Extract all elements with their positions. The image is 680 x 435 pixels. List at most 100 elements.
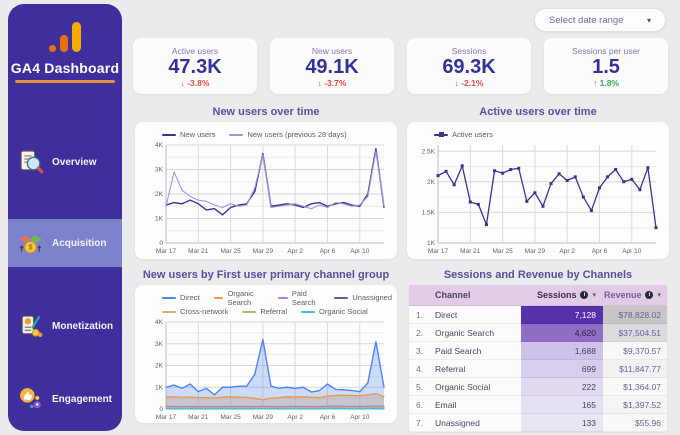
chart-title-active-users-over-time: Active users over time (479, 106, 597, 118)
legend-swatch (434, 132, 448, 137)
engagement-thumbs-up-icon (17, 386, 44, 413)
info-icon: i (645, 291, 654, 299)
channel-group-area-chart: 0 1K 2K 3K 4K Mar 17 Mar 21 Mar 25 Mar 29 Apr 2 Ap… (155, 319, 385, 421)
kpi-row: Active users 47.3K ↓ -3.8% New users 49.1K ↓ … (133, 38, 668, 94)
new-users-line-chart: 0 1K 2K 3K 4K Mar 17 Mar 21 Mar 25 Mar 29 Apr 2 Ap… (155, 142, 385, 255)
svg-text:Mar 17: Mar 17 (156, 414, 177, 421)
legend-label: Active users (452, 130, 493, 139)
row-sessions: 7,128 (521, 306, 603, 324)
svg-text:Mar 21: Mar 21 (188, 414, 209, 421)
row-rank: 6. (409, 396, 435, 414)
chart-panel-active-users: Active users 1K 1.5K 2K 2.5K Mar 17 Mar 21 Mar… (407, 122, 669, 259)
legend-swatch (334, 296, 349, 299)
svg-text:2.5K: 2.5K (422, 148, 436, 155)
svg-text:1K: 1K (427, 240, 436, 247)
date-range-label: Select date range (549, 14, 624, 26)
row-channel: Direct (435, 306, 521, 324)
legend-label: New users (previous 28 days) (247, 130, 347, 139)
legend-item-direct: Direct (162, 293, 200, 302)
svg-text:Mar 21: Mar 21 (460, 248, 481, 255)
kpi-delta: ↓ -3.8% (180, 78, 210, 88)
sidebar-item-acquisition[interactable]: $ Acquisition (8, 219, 122, 267)
row-channel: Unassigned (435, 414, 521, 432)
kpi-value: 47.3K (168, 56, 222, 78)
svg-text:Apr 10: Apr 10 (350, 248, 370, 255)
sidebar-item-engagement[interactable]: Engagement (8, 375, 122, 423)
legend-label: Cross-network (180, 307, 229, 316)
kpi-card-sessions: Sessions 69.3K ↓ -2.1% (407, 38, 531, 94)
row-revenue: $78,828.02 (603, 306, 667, 324)
sidebar-item-label: Monetization (52, 320, 114, 332)
dashboard-title: GA4 Dashboard (10, 60, 120, 76)
svg-text:Apr 2: Apr 2 (559, 248, 575, 255)
kpi-delta: ↑ 1.8% (593, 78, 619, 88)
logo-bar-tall (72, 22, 81, 52)
legend-label: Paid Search (291, 288, 316, 307)
legend-swatch (162, 310, 176, 313)
legend-item-cross-network: Cross-network (162, 307, 228, 316)
kpi-delta: ↓ -3.7% (317, 78, 347, 88)
table-header-sessions[interactable]: Sessions i ▾ (521, 285, 603, 306)
kpi-label: Sessions (451, 46, 487, 56)
row-rank: 3. (409, 342, 435, 360)
legend-label: New users (180, 130, 216, 139)
ga-analytics-logo-icon (8, 16, 122, 52)
row-sessions: 222 (521, 378, 603, 396)
svg-text:Apr 6: Apr 6 (320, 414, 336, 421)
table-header-channel: Channel (435, 285, 521, 306)
legend-swatch (229, 133, 244, 136)
kpi-label: New users (311, 46, 353, 56)
svg-text:2K: 2K (155, 191, 164, 198)
chart-title-new-users-by-channel: New users by First user primary channel … (142, 269, 390, 281)
svg-text:2K: 2K (427, 179, 436, 186)
table-header-revenue[interactable]: Revenue i ▾ (603, 285, 667, 306)
table-row-organic-social: 5. Organic Social 222 $1,364.07 (409, 378, 667, 396)
row-channel: Organic Social (435, 378, 521, 396)
legend-label: Direct (180, 293, 200, 302)
chart-legend: New users New users (previous 28 days) (140, 129, 392, 140)
legend-item-active-users: Active users (434, 130, 493, 139)
table-row-referral: 4. Referral 699 $11,847.77 (409, 360, 667, 378)
row-rank: 7. (409, 414, 435, 432)
svg-text:2K: 2K (155, 363, 164, 370)
sort-caret-icon[interactable]: ▾ (592, 292, 596, 299)
table-row-paid-search: 3. Paid Search 1,688 $9,370.57 (409, 342, 667, 360)
info-icon: i (580, 291, 589, 299)
svg-text:Mar 17: Mar 17 (156, 248, 177, 255)
legend-item-new-users: New users (162, 130, 215, 139)
svg-text:3K: 3K (155, 341, 164, 348)
kpi-card-active-users: Active users 47.3K ↓ -3.8% (133, 38, 257, 94)
row-sessions: 165 (521, 396, 603, 414)
kpi-card-sessions-per-user: Sessions per user 1.5 ↑ 1.8% (544, 38, 668, 94)
svg-text:Mar 17: Mar 17 (428, 248, 449, 255)
sidebar-item-label: Acquisition (52, 237, 107, 249)
svg-text:4K: 4K (155, 319, 164, 326)
logo-dot (49, 45, 56, 52)
sort-caret-icon[interactable]: ▾ (657, 292, 661, 299)
table-row-direct: 1. Direct 7,128 $78,828.02 (409, 306, 667, 324)
legend-item-new-users-previous-28-days-: New users (previous 28 days) (229, 130, 347, 139)
chart-title-new-users-over-time: New users over time (212, 106, 320, 118)
sessions-revenue-table: Channel Sessions i ▾ Revenue i ▾ 1. Direct 7,128 $… (409, 285, 667, 432)
kpi-label: Active users (171, 46, 219, 56)
chart-panel-channel-group: Direct Organic Search Paid Search Unassigne… (135, 285, 397, 423)
legend-item-organic-search: Organic Search (213, 289, 264, 307)
svg-text:$: $ (28, 242, 32, 251)
kpi-value: 69.3K (442, 56, 496, 78)
legend-swatch (278, 296, 288, 299)
kpi-value: 1.5 (592, 56, 620, 78)
date-range-selector[interactable]: Select date range ▾ (534, 8, 666, 32)
legend-item-paid-search: Paid Search (278, 289, 320, 307)
svg-text:Mar 25: Mar 25 (220, 248, 241, 255)
sidebar-item-overview[interactable]: Overview (8, 138, 122, 186)
sidebar-item-monetization[interactable]: Monetization (8, 302, 122, 350)
legend-swatch (301, 310, 316, 313)
svg-text:Apr 10: Apr 10 (622, 248, 642, 255)
svg-text:Mar 25: Mar 25 (492, 248, 513, 255)
svg-text:Apr 6: Apr 6 (592, 248, 608, 255)
svg-text:Mar 29: Mar 29 (253, 414, 274, 421)
kpi-value: 49.1K (305, 56, 359, 78)
legend-item-referral: Referral (242, 307, 287, 316)
kpi-label: Sessions per user (571, 46, 641, 56)
svg-text:1.5K: 1.5K (422, 210, 436, 217)
